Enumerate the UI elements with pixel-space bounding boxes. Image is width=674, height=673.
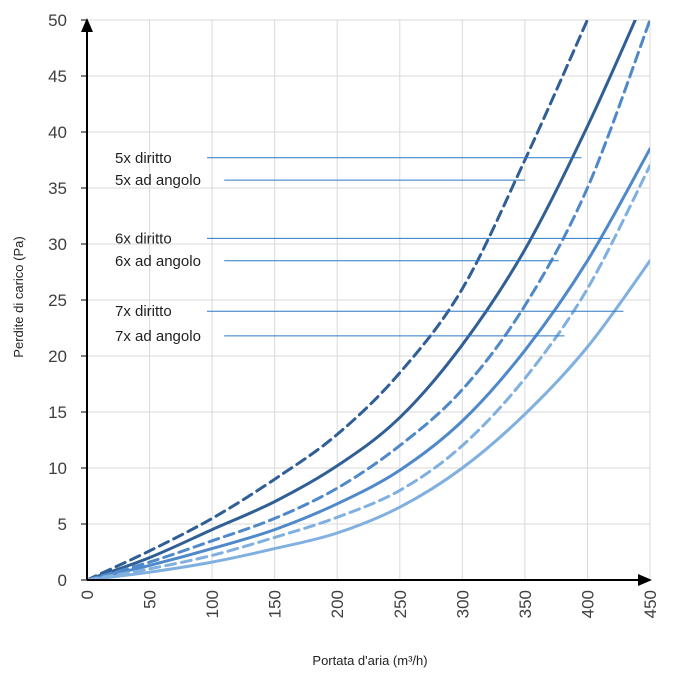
annotation-label-5x-diritto: 5x diritto <box>115 150 172 167</box>
y-tick-label-25: 25 <box>48 291 67 310</box>
y-tick-label-20: 20 <box>48 347 67 366</box>
x-tick-label-50: 50 <box>141 590 160 609</box>
series-line-7x-ad-angolo <box>87 164 650 580</box>
annotations-layer: 5x diritto 5x ad angolo 6x diritto 6x ad an… <box>115 150 624 345</box>
x-tick-label-150: 150 <box>266 590 285 618</box>
x-tick-label-400: 400 <box>578 590 597 618</box>
y-tick-label-30: 30 <box>48 235 67 254</box>
x-axis-title: Portata d'aria (m³/h) <box>312 653 427 668</box>
tick-labels-layer: 0 5 10 15 20 25 30 35 40 45 50 0 50 100 150 200 250 300 35… <box>48 11 660 618</box>
x-axis-arrow <box>638 574 652 586</box>
x-tick-label-350: 350 <box>516 590 535 618</box>
y-tick-label-0: 0 <box>58 571 67 590</box>
series-layer <box>87 20 650 580</box>
x-tick-label-450: 450 <box>641 590 660 618</box>
annotation-label-6x-diritto: 6x diritto <box>115 230 172 247</box>
annotation-label-5x-ad-angolo: 5x ad angolo <box>115 172 201 189</box>
y-tick-label-50: 50 <box>48 11 67 30</box>
annotation-label-7x-diritto: 7x diritto <box>115 303 172 320</box>
series-line-6x-diritto <box>87 147 650 580</box>
grid-layer <box>87 19 651 580</box>
y-tick-label-15: 15 <box>48 403 67 422</box>
series-line-5x-ad-angolo <box>87 20 589 580</box>
x-tick-label-100: 100 <box>203 590 222 618</box>
y-axis-title: Perdite di carico (Pa) <box>11 236 26 357</box>
y-axis-arrow <box>81 18 93 32</box>
y-tick-label-40: 40 <box>48 123 67 142</box>
y-tick-label-10: 10 <box>48 459 67 478</box>
x-tick-label-250: 250 <box>391 590 410 618</box>
x-tick-label-200: 200 <box>328 590 347 618</box>
y-tick-label-45: 45 <box>48 67 67 86</box>
annotation-label-7x-ad-angolo: 7x ad angolo <box>115 328 201 345</box>
axes-layer <box>81 18 652 586</box>
series-line-7x-diritto <box>87 259 650 580</box>
series-line-6x-ad-angolo <box>87 20 650 580</box>
y-tick-label-5: 5 <box>58 515 67 534</box>
annotation-label-6x-ad-angolo: 6x ad angolo <box>115 253 201 270</box>
series-line-5x-diritto <box>87 20 637 580</box>
y-tick-label-35: 35 <box>48 179 67 198</box>
x-tick-label-300: 300 <box>453 590 472 618</box>
x-tick-label-0: 0 <box>78 590 97 599</box>
